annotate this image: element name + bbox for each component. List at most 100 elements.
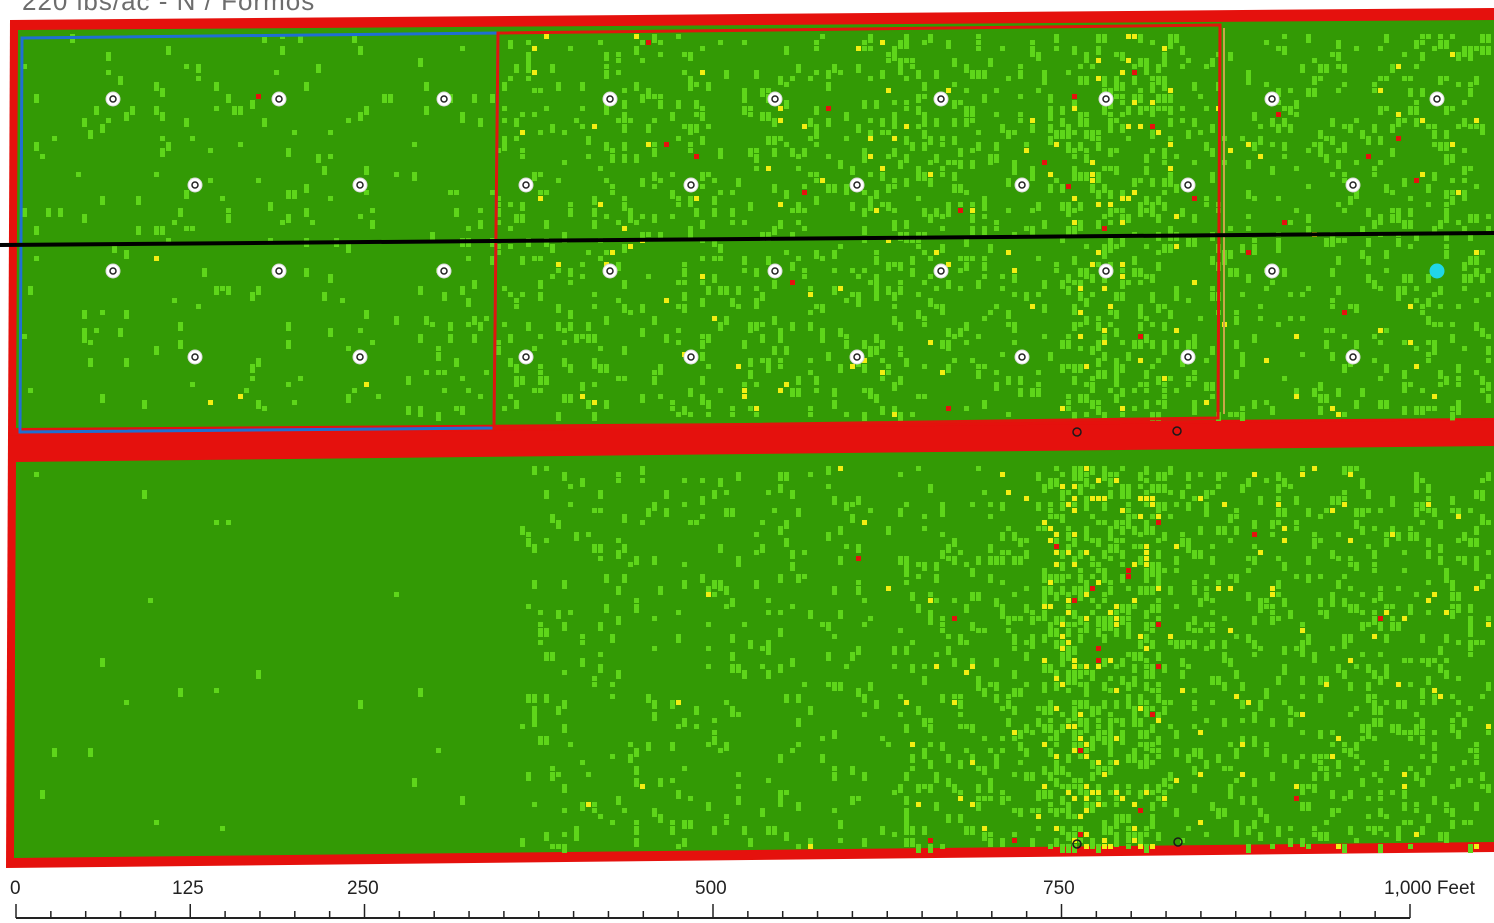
yield-cell	[1420, 634, 1425, 643]
yield-cell	[502, 106, 507, 111]
sample-point[interactable]	[271, 263, 287, 279]
sample-point[interactable]	[1014, 349, 1030, 365]
sample-point[interactable]	[352, 177, 368, 193]
yield-cell	[880, 166, 885, 171]
yield-cell	[1036, 808, 1041, 813]
yield-cell	[364, 190, 369, 195]
sample-point[interactable]	[1098, 91, 1114, 107]
edge-marker[interactable]	[1072, 839, 1082, 849]
yield-cell	[1234, 370, 1239, 379]
sample-point[interactable]	[933, 263, 949, 279]
sample-point[interactable]	[849, 349, 865, 365]
yield-cell	[1174, 778, 1179, 783]
sample-point[interactable]	[683, 177, 699, 193]
sample-point[interactable]	[271, 91, 287, 107]
yield-cell	[1474, 124, 1479, 129]
yield-cell	[1396, 208, 1401, 217]
yield-cell	[1144, 70, 1149, 75]
yield-cell	[1264, 358, 1269, 363]
yield-cell	[1474, 76, 1479, 85]
sample-point[interactable]	[1429, 91, 1445, 107]
yield-cell	[1270, 718, 1275, 727]
sample-point[interactable]	[518, 177, 534, 193]
sample-point[interactable]	[849, 177, 865, 193]
yield-cell	[1030, 124, 1035, 133]
sample-point[interactable]	[683, 349, 699, 365]
sample-point[interactable]	[352, 349, 368, 365]
sample-point[interactable]	[1098, 263, 1114, 279]
yield-cell	[922, 130, 927, 139]
sample-point[interactable]	[105, 91, 121, 107]
yield-cell	[94, 106, 99, 115]
sample-point[interactable]	[933, 91, 949, 107]
yield-cell	[1138, 178, 1143, 183]
yield-cell	[1408, 658, 1413, 663]
sample-point[interactable]	[1180, 177, 1196, 193]
yield-cell	[1426, 538, 1431, 547]
yield-cell	[1138, 706, 1143, 711]
plot-outline-red[interactable]	[492, 23, 1222, 430]
yield-cell	[538, 334, 543, 339]
yield-cell	[862, 412, 867, 421]
yield-cell	[1354, 520, 1359, 529]
sample-point[interactable]	[1345, 349, 1361, 365]
yield-cell	[1456, 376, 1461, 381]
yield-cell	[916, 844, 921, 853]
yield-cell	[772, 136, 777, 145]
yield-cell	[742, 256, 747, 265]
sample-point[interactable]	[187, 177, 203, 193]
sample-point[interactable]	[1264, 91, 1280, 107]
sample-point[interactable]	[602, 263, 618, 279]
yield-cell	[700, 352, 705, 361]
sample-point[interactable]	[105, 263, 121, 279]
sample-point[interactable]	[1264, 263, 1280, 279]
yield-cell	[1150, 814, 1155, 823]
sample-point[interactable]	[767, 263, 783, 279]
yield-cell	[1312, 58, 1317, 63]
sample-point[interactable]	[518, 349, 534, 365]
yield-cell	[1072, 532, 1077, 537]
yield-cell	[1072, 742, 1077, 751]
yield-cell	[1306, 148, 1311, 153]
edge-marker[interactable]	[1173, 837, 1183, 847]
yield-cell	[1120, 796, 1125, 801]
sample-point[interactable]	[1345, 177, 1361, 193]
sample-point[interactable]	[602, 91, 618, 107]
sample-point[interactable]	[767, 91, 783, 107]
edge-marker[interactable]	[1072, 427, 1082, 437]
yield-cell	[808, 838, 813, 847]
yield-cell	[700, 112, 705, 121]
yield-cell	[952, 598, 957, 603]
yield-cell	[1156, 748, 1161, 753]
yield-cell	[1414, 100, 1419, 105]
yield-cell	[1444, 244, 1449, 249]
yield-cell	[892, 382, 897, 391]
yield-cell	[1300, 466, 1305, 471]
yield-cell	[892, 52, 897, 61]
yield-cell	[568, 394, 573, 403]
highlight-sample-point[interactable]	[1429, 263, 1445, 279]
yield-cell	[502, 286, 507, 291]
yield-cell	[1042, 520, 1047, 525]
yield-cell	[466, 256, 471, 261]
yield-cell	[154, 820, 159, 825]
yield-cell	[736, 304, 741, 309]
sample-point[interactable]	[436, 263, 452, 279]
yield-cell	[646, 274, 651, 279]
transect-line[interactable]	[0, 231, 1494, 247]
sample-point[interactable]	[187, 349, 203, 365]
sample-point[interactable]	[1180, 349, 1196, 365]
yield-cell	[814, 70, 819, 75]
yield-cell	[940, 532, 945, 537]
yield-cell	[1138, 742, 1143, 747]
yield-cell	[1402, 286, 1407, 295]
yield-cell	[784, 100, 789, 109]
yield-cell	[1114, 472, 1119, 477]
edge-marker[interactable]	[1172, 426, 1182, 436]
yield-cell	[856, 292, 861, 301]
sample-point[interactable]	[1014, 177, 1030, 193]
sample-point[interactable]	[436, 91, 452, 107]
yield-cell	[1282, 562, 1287, 571]
yield-cell	[1096, 340, 1101, 349]
